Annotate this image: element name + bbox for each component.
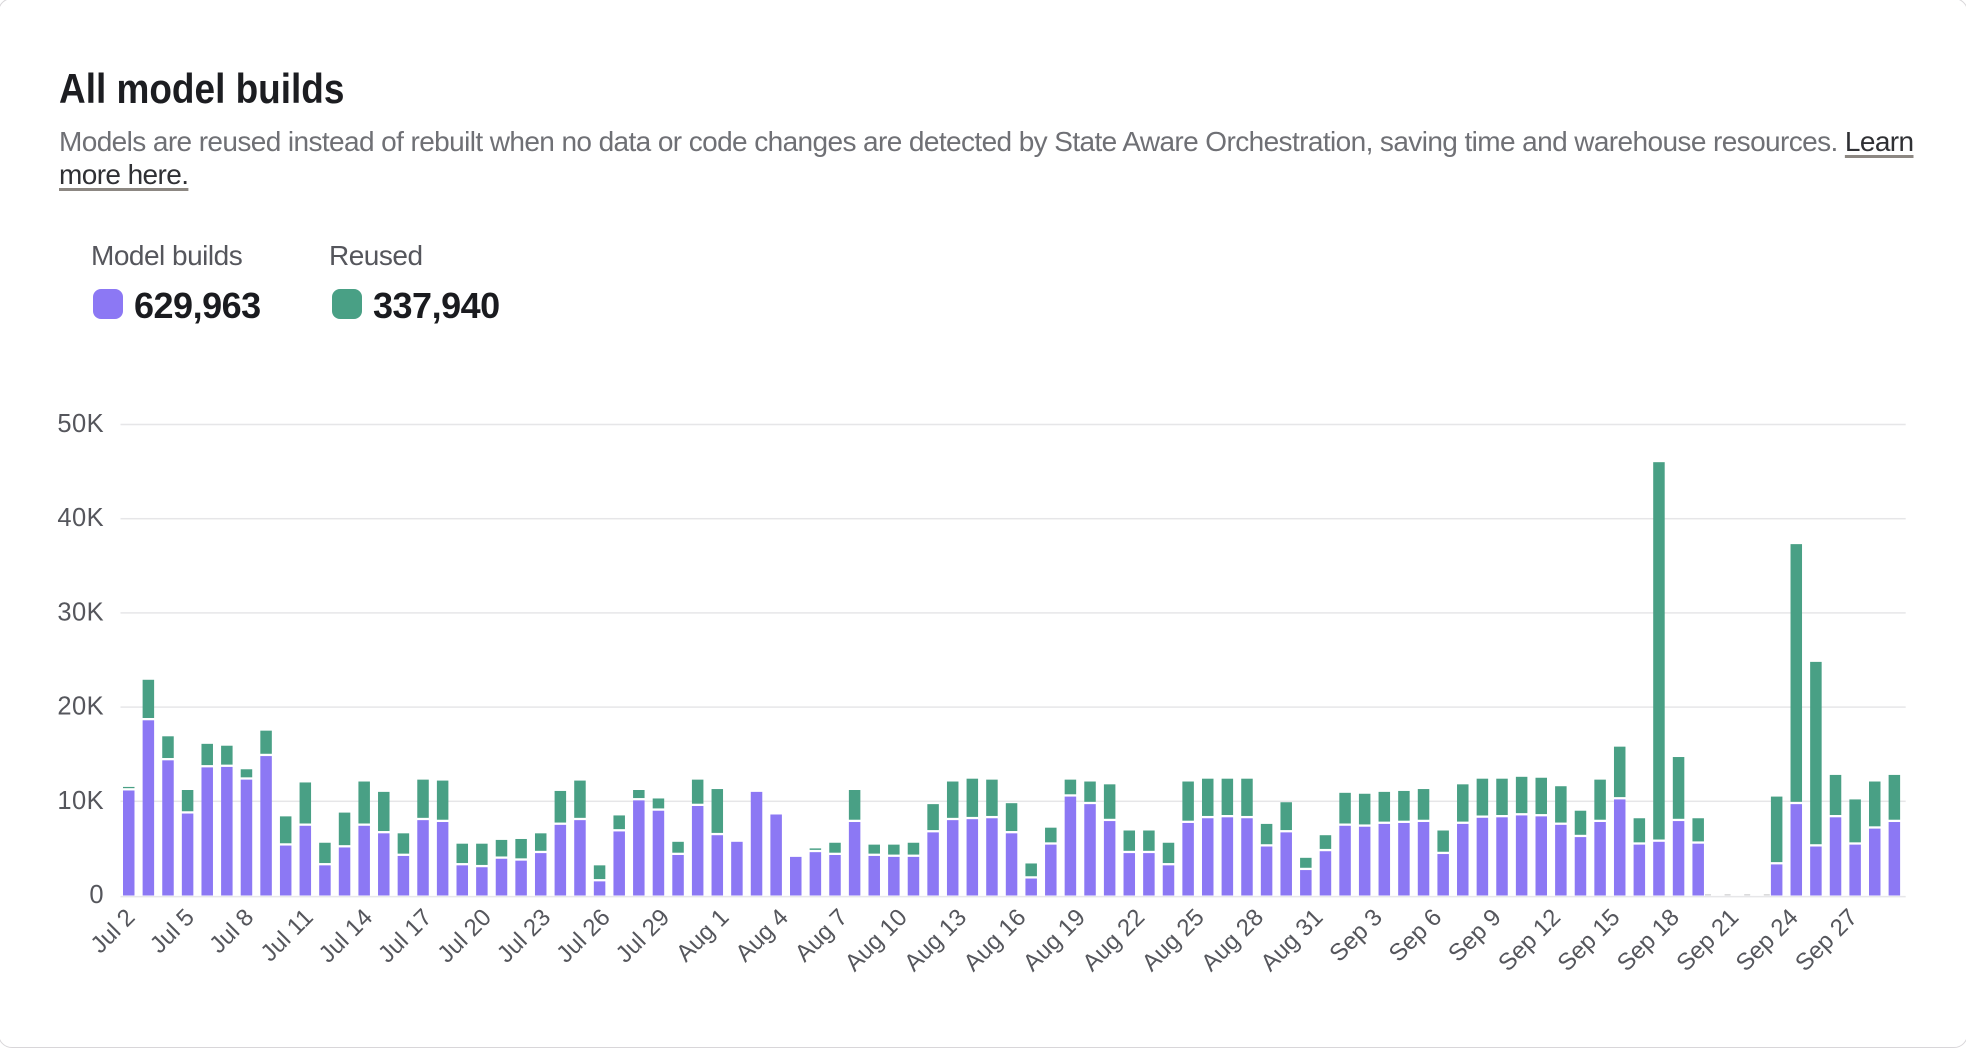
svg-text:Aug 4: Aug 4 [730,904,793,967]
svg-text:Sep 27: Sep 27 [1790,904,1863,977]
svg-text:Aug 10: Aug 10 [840,904,913,977]
svg-text:Jul 2: Jul 2 [85,904,140,959]
svg-text:Aug 13: Aug 13 [899,904,972,977]
svg-text:Jul 11: Jul 11 [256,904,319,967]
svg-text:10K: 10K [57,787,104,815]
svg-text:Jul 29: Jul 29 [611,904,675,968]
svg-text:Jul 23: Jul 23 [492,904,556,968]
svg-text:Jul 20: Jul 20 [432,904,496,968]
svg-text:Sep 24: Sep 24 [1731,904,1804,977]
svg-text:Sep 18: Sep 18 [1612,904,1685,977]
svg-text:Aug 19: Aug 19 [1018,904,1091,977]
svg-text:Jul 8: Jul 8 [204,904,259,959]
svg-text:Aug 31: Aug 31 [1256,904,1329,977]
svg-text:Sep 21: Sep 21 [1671,904,1744,977]
svg-text:40K: 40K [57,504,104,532]
svg-text:Aug 25: Aug 25 [1137,904,1210,977]
svg-text:Jul 14: Jul 14 [314,904,378,968]
svg-text:50K: 50K [57,410,104,438]
svg-text:Aug 22: Aug 22 [1077,904,1150,977]
svg-text:Jul 17: Jul 17 [373,904,437,968]
svg-text:30K: 30K [57,598,104,626]
svg-text:Jul 5: Jul 5 [145,904,200,959]
svg-text:Sep 15: Sep 15 [1553,904,1626,977]
svg-text:Jul 26: Jul 26 [551,904,615,968]
svg-text:0: 0 [89,881,104,909]
svg-text:Sep 6: Sep 6 [1384,904,1447,967]
svg-text:Sep 12: Sep 12 [1493,904,1566,977]
svg-text:Aug 1: Aug 1 [671,904,734,967]
svg-text:Aug 16: Aug 16 [959,904,1032,977]
svg-text:Aug 28: Aug 28 [1196,904,1269,977]
svg-text:20K: 20K [57,693,104,721]
svg-text:Sep 3: Sep 3 [1324,904,1387,967]
